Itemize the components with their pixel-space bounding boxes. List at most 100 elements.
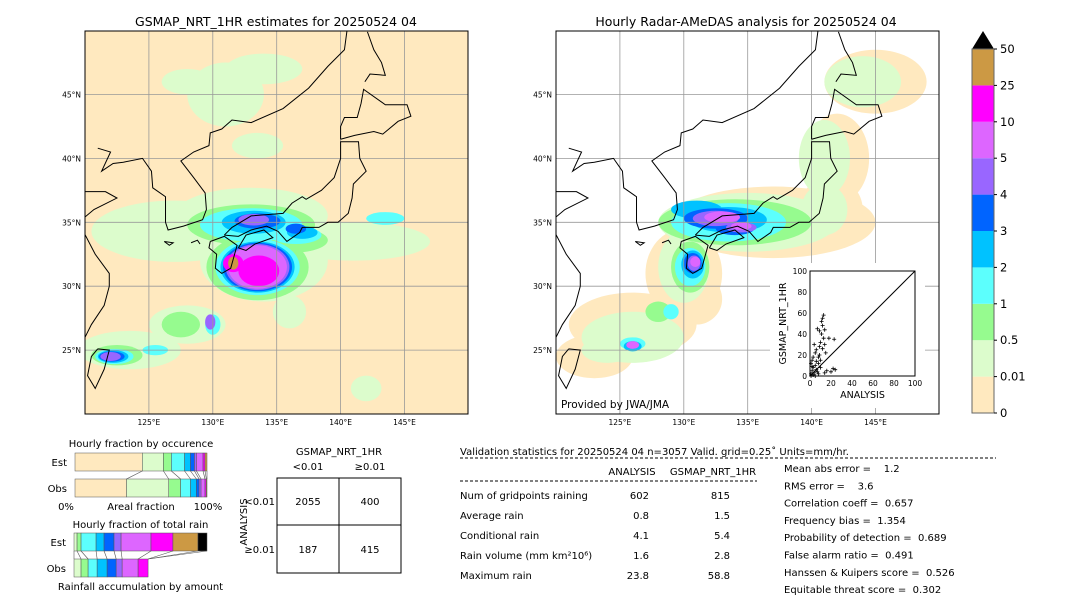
coastline <box>340 88 412 140</box>
fraction-segment <box>194 452 197 472</box>
rain-contour <box>690 256 701 268</box>
y-tick-label: 60 <box>797 309 807 318</box>
coastline <box>811 88 883 140</box>
connector-line <box>80 550 89 560</box>
connector-line <box>204 470 207 480</box>
lon-tick-label: 135°E <box>265 418 288 427</box>
connector-line <box>120 550 123 560</box>
scatter-point <box>821 313 826 318</box>
rain-contour <box>626 341 640 349</box>
colorbar-segment <box>972 376 994 413</box>
fraction-segment <box>184 452 191 472</box>
scatter-point <box>817 328 822 333</box>
fraction-segment <box>168 478 181 498</box>
coastline <box>634 240 646 246</box>
fraction-segment <box>171 452 185 472</box>
scatter-point <box>822 370 827 375</box>
colorbar-segment <box>972 340 994 377</box>
coastline <box>364 31 387 82</box>
x-tick-label: 0 <box>808 379 813 388</box>
fraction-segment <box>196 478 200 498</box>
score-line: Probability of detection = 0.689 <box>784 533 947 544</box>
fraction-segment <box>74 452 143 472</box>
fraction-segment <box>198 478 202 498</box>
lon-tick-label: 145°E <box>864 418 887 427</box>
coastlines <box>85 31 412 390</box>
lat-tick-label: 35°N <box>533 218 552 227</box>
gridlines <box>85 31 468 414</box>
contingency-cell: 187 <box>298 545 317 556</box>
scatter-point <box>815 369 820 374</box>
x-axis-label: ANALYSIS <box>840 390 885 401</box>
fraction-segment <box>103 532 115 552</box>
scatter-point <box>814 367 819 372</box>
scatter-point <box>809 361 814 366</box>
lat-tick-label: 25°N <box>62 346 81 355</box>
rain-contour <box>205 314 216 330</box>
fraction-segment <box>120 532 152 552</box>
colorbar-segment <box>972 194 994 231</box>
fraction-segment <box>80 558 89 578</box>
rain-contour <box>731 222 752 230</box>
coastline <box>661 239 672 245</box>
lat-tick-label: 40°N <box>62 154 81 163</box>
row-label: ≥0.01 <box>244 545 275 556</box>
rain-contour <box>231 132 284 159</box>
coastline <box>208 235 238 275</box>
rain-contour <box>824 56 902 108</box>
fraction-segment <box>126 478 169 498</box>
scatter-point <box>815 326 820 331</box>
scatter-point <box>813 363 818 368</box>
fraction-segment <box>115 558 123 578</box>
y-tick-label: 0 <box>802 372 807 381</box>
score-line: Correlation coeff = 0.657 <box>784 499 914 510</box>
fraction-segment <box>196 452 204 472</box>
fraction-segment <box>73 558 82 578</box>
fraction-segment <box>163 452 172 472</box>
stat-row-label: Conditional rain <box>460 531 539 542</box>
fraction-chart-title: Hourly fraction by occurence <box>69 439 213 450</box>
coastline <box>87 348 110 390</box>
rain-contour <box>645 301 672 322</box>
contingency-cell: 415 <box>360 545 379 556</box>
stat-gsmap-value: 2.8 <box>714 551 730 562</box>
fraction-segment <box>96 558 108 578</box>
x-tick-label: 20 <box>826 379 836 388</box>
credit-text: Provided by JWA/JMA <box>561 399 670 411</box>
stats-header: Validation statistics for 20250524 04 n=… <box>460 446 849 458</box>
fraction-segment <box>206 478 208 498</box>
score-line: RMS error = 3.6 <box>784 481 874 492</box>
scatter-point <box>820 323 825 328</box>
lat-tick-label: 35°N <box>62 218 81 227</box>
score-line: Hanssen & Kuipers score = 0.526 <box>784 568 955 579</box>
rain-contour <box>272 295 307 329</box>
scatter-point <box>818 358 823 363</box>
right-map: 125°E 130°E 135°E 140°E 145°E 45°N 40°N 35°N 30°… <box>533 30 940 427</box>
connector-line <box>196 470 202 480</box>
scatter-point <box>818 365 823 370</box>
rain-contour <box>704 211 741 223</box>
lat-tick-label: 45°N <box>62 91 81 100</box>
colorbar-label: 0.5 <box>1000 333 1018 347</box>
connector-line <box>148 550 208 560</box>
coastline <box>163 240 175 246</box>
row-label: Obs <box>48 484 67 495</box>
rain-contour <box>366 212 405 225</box>
fraction-segment <box>73 532 78 552</box>
score-line: Mean abs error = 1.2 <box>784 464 900 475</box>
fraction-segment <box>204 452 208 472</box>
fraction-segment <box>180 478 191 498</box>
fraction-segment <box>121 558 139 578</box>
scatter-point <box>810 358 815 363</box>
scatter-point <box>812 370 817 375</box>
coastline <box>694 141 838 243</box>
col-label: ≥0.01 <box>355 462 386 473</box>
colorbar-extend-arrow <box>972 31 994 49</box>
stat-row-label: Average rain <box>460 511 524 522</box>
scatter-point <box>816 361 821 366</box>
connector-line <box>137 550 152 560</box>
y-axis-label: GSMAP_NRT_1HR <box>778 282 789 364</box>
colorbar-label: 0.01 <box>1000 370 1026 384</box>
x-tick-label: 60 <box>868 379 878 388</box>
coastline <box>679 235 709 275</box>
